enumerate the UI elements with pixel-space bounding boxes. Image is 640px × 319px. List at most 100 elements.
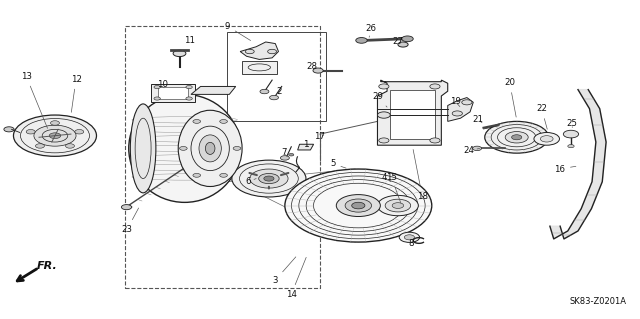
Circle shape — [352, 202, 365, 209]
Text: 16: 16 — [554, 165, 576, 174]
Circle shape — [154, 85, 161, 89]
Text: 13: 13 — [20, 72, 47, 128]
Text: 21: 21 — [472, 115, 483, 124]
Circle shape — [404, 235, 415, 240]
Circle shape — [379, 84, 389, 89]
Text: 25: 25 — [567, 119, 578, 129]
Circle shape — [220, 174, 227, 177]
Circle shape — [122, 204, 132, 210]
Circle shape — [259, 174, 279, 184]
Text: 17: 17 — [314, 132, 326, 141]
Text: 14: 14 — [286, 257, 306, 299]
Circle shape — [4, 127, 14, 132]
Text: 26: 26 — [365, 24, 376, 37]
Circle shape — [13, 115, 97, 156]
Ellipse shape — [205, 142, 215, 154]
Polygon shape — [158, 86, 188, 99]
Text: 15: 15 — [386, 173, 401, 203]
Circle shape — [452, 111, 463, 116]
Polygon shape — [448, 98, 473, 122]
Text: 29: 29 — [372, 92, 387, 107]
Text: 10: 10 — [157, 80, 168, 89]
Circle shape — [179, 146, 187, 150]
Polygon shape — [240, 42, 278, 59]
Circle shape — [289, 153, 294, 156]
Text: 11: 11 — [182, 36, 195, 50]
Polygon shape — [298, 144, 314, 150]
Circle shape — [379, 138, 389, 143]
Ellipse shape — [129, 94, 241, 202]
Circle shape — [232, 160, 306, 197]
Circle shape — [345, 199, 372, 212]
Text: SK83-Z0201A: SK83-Z0201A — [570, 297, 627, 306]
Circle shape — [34, 125, 76, 146]
Text: 8: 8 — [408, 239, 414, 248]
Bar — [227, 33, 326, 122]
Circle shape — [35, 144, 44, 148]
Circle shape — [378, 196, 419, 216]
Circle shape — [26, 130, 35, 134]
Circle shape — [399, 232, 420, 242]
Text: 12: 12 — [70, 75, 81, 112]
Circle shape — [268, 49, 276, 54]
Circle shape — [51, 121, 60, 125]
Circle shape — [220, 120, 227, 123]
Ellipse shape — [199, 135, 221, 162]
Circle shape — [505, 131, 528, 143]
Text: 5: 5 — [330, 159, 346, 168]
Text: 22: 22 — [536, 104, 547, 129]
Circle shape — [430, 138, 440, 143]
Circle shape — [472, 146, 481, 151]
Circle shape — [563, 130, 579, 138]
Circle shape — [540, 136, 553, 142]
Circle shape — [193, 174, 200, 177]
Circle shape — [245, 49, 254, 54]
Text: 2: 2 — [276, 87, 282, 96]
Text: 6: 6 — [246, 177, 256, 186]
Circle shape — [462, 100, 472, 105]
Circle shape — [356, 38, 367, 43]
Text: 9: 9 — [225, 22, 251, 41]
Ellipse shape — [131, 104, 156, 193]
Circle shape — [154, 97, 161, 100]
Text: FR.: FR. — [36, 261, 57, 271]
Polygon shape — [191, 86, 236, 94]
Circle shape — [186, 97, 192, 100]
Polygon shape — [152, 84, 195, 101]
Circle shape — [392, 203, 404, 208]
Circle shape — [378, 112, 390, 118]
Circle shape — [313, 68, 323, 73]
Circle shape — [336, 195, 380, 217]
Circle shape — [430, 84, 440, 89]
Text: 18: 18 — [413, 150, 428, 201]
Circle shape — [534, 132, 559, 145]
Circle shape — [173, 50, 186, 56]
Text: 19: 19 — [450, 97, 461, 107]
Circle shape — [75, 130, 84, 134]
Circle shape — [280, 156, 289, 160]
Ellipse shape — [178, 110, 242, 187]
Text: 24: 24 — [463, 146, 479, 155]
Circle shape — [285, 169, 432, 242]
Circle shape — [193, 120, 200, 123]
Text: 4: 4 — [381, 173, 391, 182]
Text: 27: 27 — [392, 37, 403, 46]
Circle shape — [511, 135, 522, 140]
Circle shape — [250, 169, 288, 188]
Bar — [125, 26, 320, 288]
Circle shape — [233, 146, 241, 150]
Text: 20: 20 — [504, 78, 516, 117]
Circle shape — [484, 122, 548, 153]
Text: 28: 28 — [307, 62, 318, 71]
Polygon shape — [378, 80, 448, 145]
Circle shape — [402, 36, 413, 42]
Circle shape — [264, 176, 274, 181]
Polygon shape — [242, 61, 277, 74]
Text: 3: 3 — [273, 257, 296, 285]
Circle shape — [49, 133, 61, 138]
Circle shape — [186, 85, 192, 89]
Text: 23: 23 — [122, 208, 139, 234]
Polygon shape — [550, 90, 606, 239]
Circle shape — [260, 89, 269, 94]
Text: 7: 7 — [281, 148, 287, 157]
